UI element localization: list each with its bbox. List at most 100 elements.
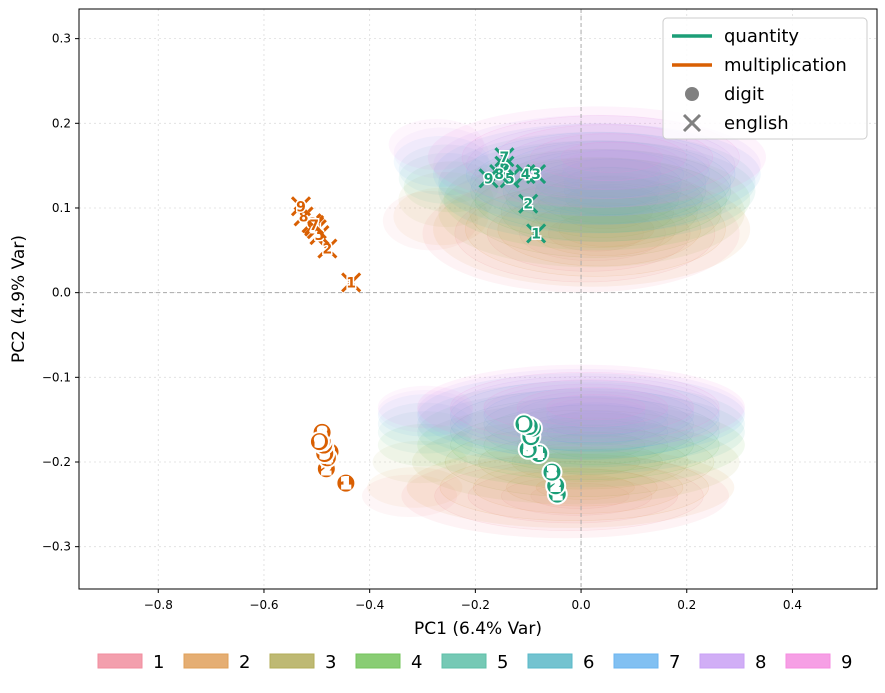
density-contour <box>443 148 751 251</box>
density-contour <box>472 461 684 514</box>
x-tick-label: −0.2 <box>461 598 490 612</box>
density-contour <box>563 167 660 199</box>
density-tail <box>377 423 473 467</box>
density-legend-entry-7: 7 <box>613 652 680 673</box>
density-contour <box>562 150 662 182</box>
legend-label: quantity <box>724 26 799 47</box>
x-marker-stroke <box>293 206 314 227</box>
y-tick-label: 0.0 <box>52 286 71 300</box>
density-contour <box>516 387 669 427</box>
density-digit-3 <box>372 419 740 505</box>
density-tail <box>367 467 463 508</box>
x-axis-label: PC1 (6.4% Var) <box>414 619 542 639</box>
point-multiplication-digit-1: 1 <box>335 472 357 494</box>
density-contour <box>411 419 740 505</box>
density-contour <box>417 364 745 450</box>
density-digit-8 <box>377 368 745 454</box>
x-marker-stroke <box>526 223 547 244</box>
density-contour <box>565 183 658 216</box>
density-contour <box>560 195 653 230</box>
density-legend-label: 8 <box>755 652 766 673</box>
density-contour <box>499 132 710 199</box>
x-tick-label: 0.0 <box>572 598 591 612</box>
point-multiplication-english-2: 2 <box>317 238 338 259</box>
density-legend-label: 2 <box>239 652 250 673</box>
legend-top-right: quantity multiplication digit english <box>662 17 868 140</box>
density-legend-swatch <box>699 653 745 669</box>
density-cluster-lower <box>361 364 745 539</box>
density-contour <box>469 166 722 258</box>
point-label: 3 <box>547 465 557 481</box>
density-contour <box>562 158 662 190</box>
density-legend-entry-2: 2 <box>183 652 250 673</box>
point-label: 9 <box>315 435 325 451</box>
density-contour <box>450 397 720 468</box>
density-contour <box>532 150 684 198</box>
point-label: 9 <box>519 417 529 433</box>
point-quantity-english-1: 1 <box>526 223 547 244</box>
density-cluster-upper <box>382 106 767 293</box>
circle-marker <box>513 413 535 435</box>
legend-label: english <box>724 113 789 134</box>
x-marker-stroke <box>341 272 362 293</box>
density-legend-entry-8: 8 <box>699 652 766 673</box>
x-tick-label: 0.2 <box>677 598 696 612</box>
y-tick-label: 0.3 <box>52 32 71 46</box>
point-quantity-english-7: 7 <box>494 147 515 168</box>
density-contour <box>546 398 646 425</box>
plot-frame <box>78 8 878 590</box>
density-contour <box>516 425 669 465</box>
density-tail <box>393 187 489 246</box>
point-quantity-digit-9: 9 <box>513 413 535 435</box>
density-contour <box>433 123 761 225</box>
density-contour <box>537 175 680 224</box>
density-digit-7 <box>377 373 745 458</box>
x-marker-stroke <box>494 147 515 168</box>
x-tick-label: −0.8 <box>144 598 173 612</box>
density-legend-swatch <box>785 653 831 669</box>
density-legend-bottom: 1 2 3 4 5 6 7 8 9 <box>97 652 852 673</box>
density-tail <box>361 474 458 518</box>
x-marker-stroke <box>499 168 520 189</box>
legend-entry-english: english <box>682 113 789 134</box>
density-contour <box>506 166 703 233</box>
density-contour <box>535 167 682 215</box>
legend-entry-multiplication: multiplication <box>672 55 847 76</box>
x-marker-stroke <box>290 196 312 217</box>
density-digit-7 <box>393 123 761 225</box>
density-tail <box>377 390 473 433</box>
legend-entry-quantity: quantity <box>672 26 799 47</box>
density-contour <box>450 388 720 459</box>
x-tick-label: −0.4 <box>355 598 384 612</box>
density-tail <box>403 161 499 213</box>
density-contour <box>467 468 678 524</box>
density-contour <box>433 171 751 287</box>
density-contour <box>560 141 663 173</box>
density-contour <box>546 419 646 446</box>
density-legend-swatch <box>441 653 487 669</box>
legend-circle-swatch <box>685 87 699 101</box>
density-contour <box>519 205 666 261</box>
density-tail <box>388 119 484 170</box>
density-contour <box>433 114 761 217</box>
legend-entry-digit: digit <box>685 84 764 105</box>
x-marker-stroke <box>304 214 325 235</box>
density-tail <box>372 440 468 484</box>
x-marker-stroke <box>489 164 510 185</box>
density-tail <box>393 136 489 187</box>
x-tick-label: −0.6 <box>249 598 278 612</box>
density-contour <box>486 195 691 272</box>
legend-label: multiplication <box>724 55 847 76</box>
y-tick-label: −0.1 <box>42 370 71 384</box>
x-marker-stroke <box>478 168 499 189</box>
density-contour <box>546 410 646 437</box>
point-label: 9 <box>296 199 306 215</box>
density-contour <box>546 432 646 459</box>
point-multiplication-english-9: 9 <box>290 196 312 217</box>
point-label: 1 <box>531 226 541 242</box>
density-tail <box>393 127 489 179</box>
density-tail <box>377 411 473 454</box>
